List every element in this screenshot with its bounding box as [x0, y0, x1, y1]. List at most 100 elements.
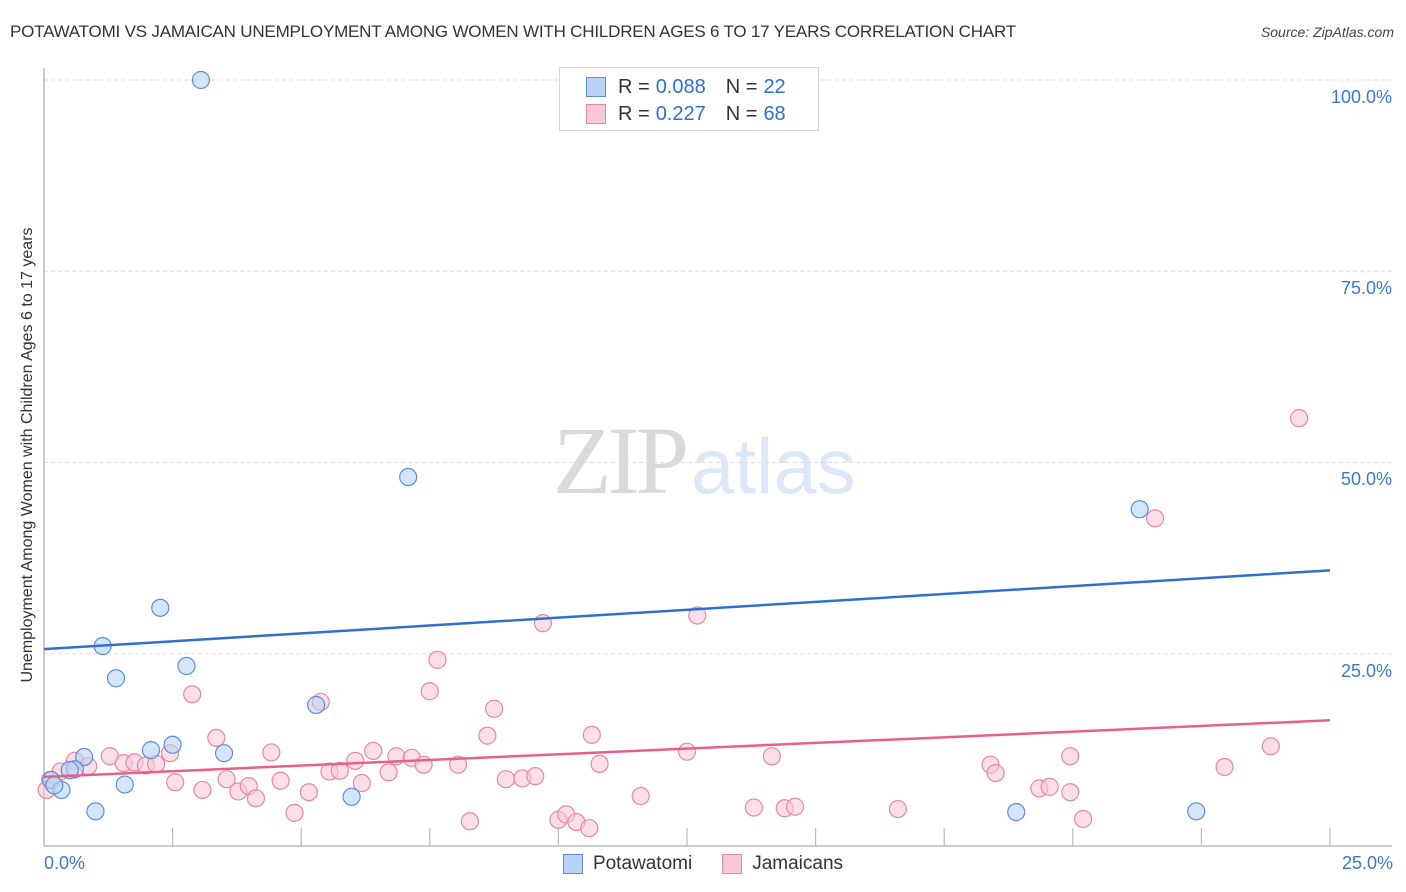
data-point[interactable] — [688, 606, 707, 625]
watermark-atlas: atlas — [691, 422, 856, 510]
potawatomi-swatch-icon — [586, 77, 606, 97]
data-point[interactable] — [590, 754, 609, 774]
data-point[interactable] — [191, 70, 210, 90]
data-point[interactable] — [151, 598, 170, 617]
data-point[interactable] — [115, 775, 134, 794]
data-point[interactable] — [60, 760, 79, 780]
data-point[interactable] — [379, 763, 398, 782]
data-point[interactable] — [75, 747, 94, 767]
legend-item-jamaicans[interactable]: Jamaicans — [722, 853, 843, 875]
data-point[interactable] — [285, 803, 304, 822]
data-point[interactable] — [478, 726, 497, 745]
jamaicans-swatch-icon — [586, 104, 606, 124]
data-point[interactable] — [214, 744, 234, 763]
data-point[interactable] — [246, 789, 266, 808]
trendline-jamaicans — [43, 719, 1331, 779]
legend-label: Potawatomi — [592, 853, 693, 874]
data-point[interactable] — [166, 773, 185, 792]
data-point[interactable] — [307, 695, 326, 715]
gridlines — [44, 79, 1392, 655]
data-point[interactable] — [582, 725, 601, 744]
data-point[interactable] — [580, 819, 599, 838]
data-point[interactable] — [364, 741, 383, 761]
data-point[interactable] — [177, 656, 196, 676]
data-point[interactable] — [1187, 802, 1206, 821]
data-point[interactable] — [460, 812, 480, 831]
data-point[interactable] — [986, 763, 1005, 783]
source-credit: Source: ZipAtlas.com — [1260, 24, 1394, 40]
series-legend: Potawatomi Jamaicans — [0, 853, 1406, 875]
legend-item-potawatomi[interactable]: Potawatomi — [562, 853, 693, 875]
data-point[interactable] — [496, 770, 516, 789]
data-point[interactable] — [677, 742, 697, 761]
data-point[interactable] — [420, 682, 439, 701]
r-label: R = — [618, 75, 650, 98]
data-point[interactable] — [1007, 803, 1026, 822]
data-point[interactable] — [106, 669, 126, 688]
r-value: 0.088 — [655, 75, 706, 98]
potawatomi-swatch-icon — [562, 854, 583, 874]
n-label: N = — [725, 75, 758, 98]
y-tick-75: 75.0% — [1340, 278, 1392, 298]
data-point[interactable] — [262, 743, 281, 762]
data-point[interactable] — [193, 780, 212, 800]
y-axis-label: Unemployment Among Women with Children A… — [19, 227, 36, 683]
watermark-zip: ZIP — [553, 407, 689, 514]
series-potawatomi-points — [42, 70, 1206, 822]
data-point[interactable] — [1261, 737, 1280, 756]
legend-row-jamaicans: R = 0.227 N = 68 — [586, 103, 786, 125]
data-point[interactable] — [330, 761, 349, 780]
data-point[interactable] — [785, 797, 805, 816]
y-tick-50: 50.0% — [1340, 469, 1392, 489]
data-point[interactable] — [163, 735, 182, 754]
r-label: R = — [618, 102, 650, 125]
legend-row-potawatomi: R = 0.088 N = 22 — [586, 76, 786, 98]
axes — [43, 68, 1392, 847]
series-jamaicans-points — [37, 409, 1309, 838]
data-point[interactable] — [299, 783, 319, 802]
data-point[interactable] — [428, 650, 447, 669]
legend-label: Jamaicans — [752, 853, 844, 874]
data-point[interactable] — [1130, 500, 1149, 519]
data-point[interactable] — [888, 799, 908, 819]
y-tick-25: 25.0% — [1340, 661, 1392, 681]
data-point[interactable] — [1061, 747, 1080, 766]
r-value: 0.227 — [655, 102, 706, 125]
data-point[interactable] — [399, 467, 418, 487]
data-point[interactable] — [346, 751, 365, 770]
data-point[interactable] — [485, 699, 504, 718]
x-tick-25: 25.0% — [1341, 853, 1393, 873]
data-point[interactable] — [141, 741, 161, 760]
trendlines — [43, 569, 1331, 779]
data-point[interactable] — [1215, 757, 1234, 777]
data-point[interactable] — [45, 776, 64, 795]
data-point[interactable] — [271, 771, 290, 790]
data-point[interactable] — [1073, 809, 1093, 829]
data-point[interactable] — [1290, 409, 1309, 428]
data-point[interactable] — [631, 786, 650, 806]
data-point[interactable] — [207, 728, 226, 748]
data-point[interactable] — [1061, 783, 1080, 802]
x-tick-0: 0.0% — [44, 853, 86, 873]
y-tick-100: 100.0% — [1330, 87, 1392, 107]
n-value: 68 — [763, 102, 786, 125]
trendline-potawatomi — [43, 569, 1331, 651]
n-label: N = — [725, 102, 758, 125]
data-point[interactable] — [1146, 509, 1165, 528]
jamaicans-swatch-icon — [722, 854, 743, 874]
correlation-legend: R = 0.088 N = 22 R = 0.227 N = 68 — [559, 67, 819, 131]
data-point[interactable] — [342, 787, 361, 806]
data-point[interactable] — [86, 802, 105, 821]
data-point[interactable] — [448, 755, 468, 774]
data-point[interactable] — [217, 770, 236, 789]
data-point[interactable] — [526, 767, 545, 786]
chart-title: POTAWATOMI VS JAMAICAN UNEMPLOYMENT AMON… — [10, 22, 1016, 41]
data-point[interactable] — [1040, 777, 1059, 796]
data-point[interactable] — [762, 747, 781, 766]
data-point[interactable] — [352, 773, 371, 793]
watermark: ZIPatlas — [553, 405, 856, 516]
data-point[interactable] — [744, 798, 763, 817]
n-value: 22 — [763, 75, 786, 98]
data-point[interactable] — [183, 685, 202, 704]
